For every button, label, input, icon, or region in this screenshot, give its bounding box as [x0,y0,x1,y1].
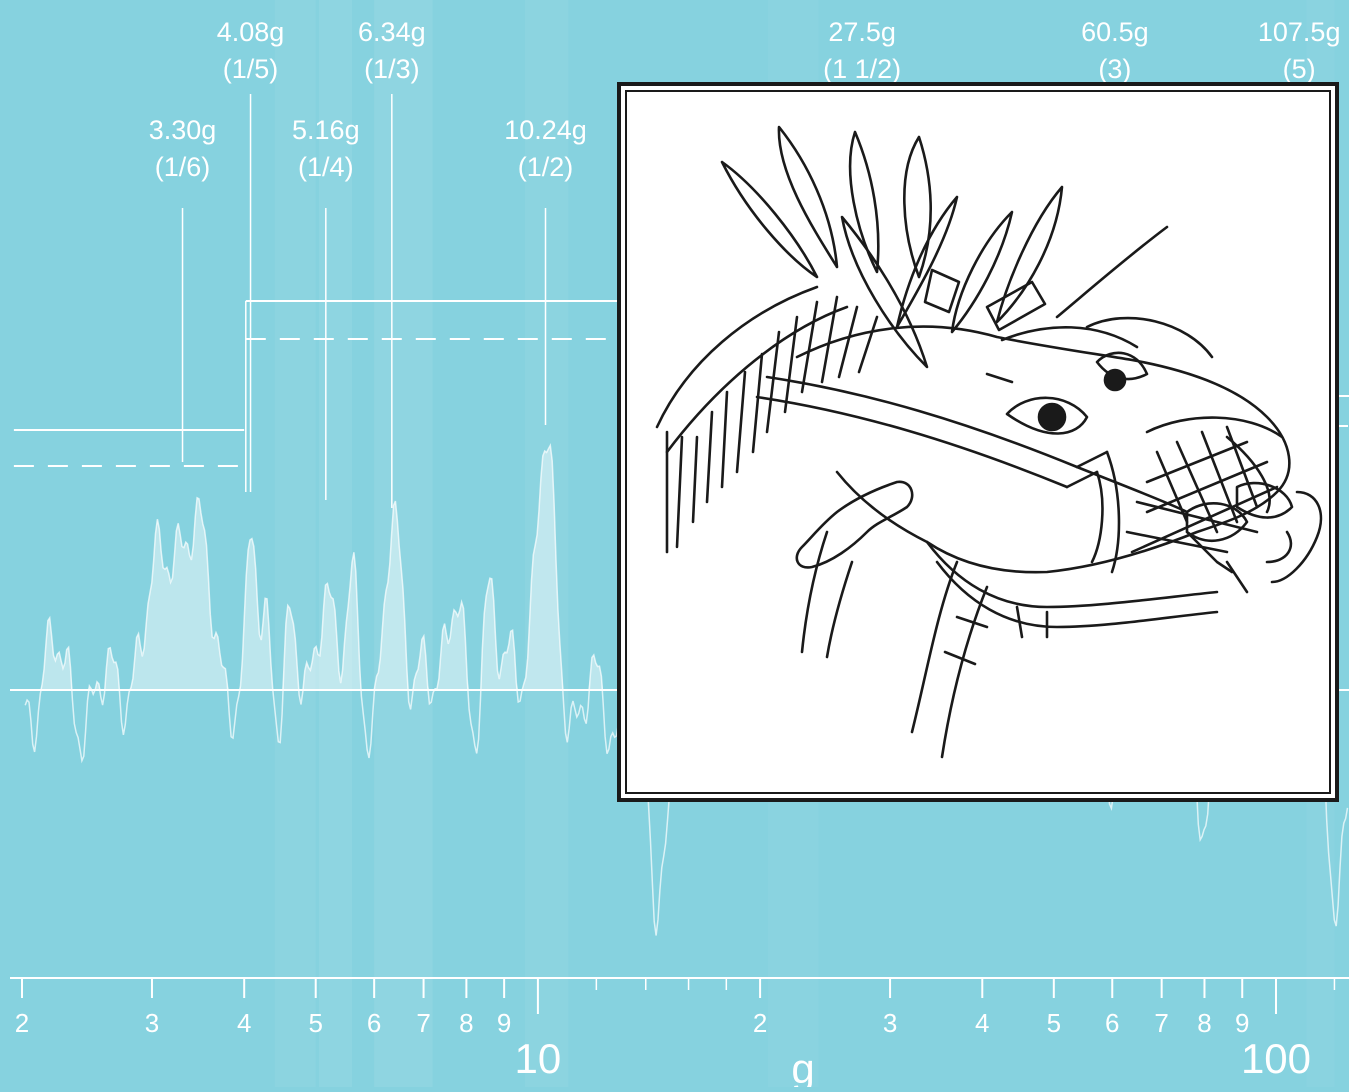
peak-fraction-label: (1/6) [155,152,211,182]
peak-weight-label: 3.30g [149,115,217,145]
x-tick-label: 7 [416,1008,430,1038]
peak-fraction-label: (1/2) [518,152,574,182]
inset-inner-border [625,90,1331,794]
peak-weight-label: 60.5g [1081,17,1149,47]
x-tick-label: 9 [1235,1008,1249,1038]
x-axis-label: g [791,1045,814,1087]
peak-fraction-label: (1 1/2) [823,54,901,84]
x-tick-label: 6 [367,1008,381,1038]
shade-band [374,0,432,1087]
inset-image-frame [617,82,1339,802]
peak-fraction-label: (1/4) [298,152,354,182]
x-tick-label: 5 [308,1008,322,1038]
peak-weight-label: 10.24g [504,115,587,145]
x-tick-label: 8 [459,1008,473,1038]
x-tick-label: 3 [883,1008,897,1038]
x-tick-label: 9 [497,1008,511,1038]
x-tick-label: 3 [145,1008,159,1038]
peak-weight-label: 6.34g [358,17,426,47]
x-tick-label: 2 [753,1008,767,1038]
peak-weight-label: 4.08g [217,17,285,47]
x-major-tick-label: 10 [515,1035,562,1082]
peak-weight-label: 5.16g [292,115,360,145]
x-major-tick-label: 100 [1241,1035,1311,1082]
x-tick-label: 7 [1154,1008,1168,1038]
peak-fraction-label: (5) [1283,54,1316,84]
x-tick-label: 5 [1047,1008,1061,1038]
x-tick-label: 2 [15,1008,29,1038]
horse-head-drawing [627,92,1333,796]
peak-weight-label: 27.5g [828,17,896,47]
peak-fraction-label: (3) [1098,54,1131,84]
x-tick-label: 4 [975,1008,989,1038]
x-tick-label: 4 [237,1008,251,1038]
x-tick-label: 6 [1105,1008,1119,1038]
peak-weight-label: 107.5g [1258,17,1341,47]
peak-fraction-label: (1/5) [223,54,279,84]
peak-fraction-label: (1/3) [364,54,420,84]
x-tick-label: 8 [1197,1008,1211,1038]
